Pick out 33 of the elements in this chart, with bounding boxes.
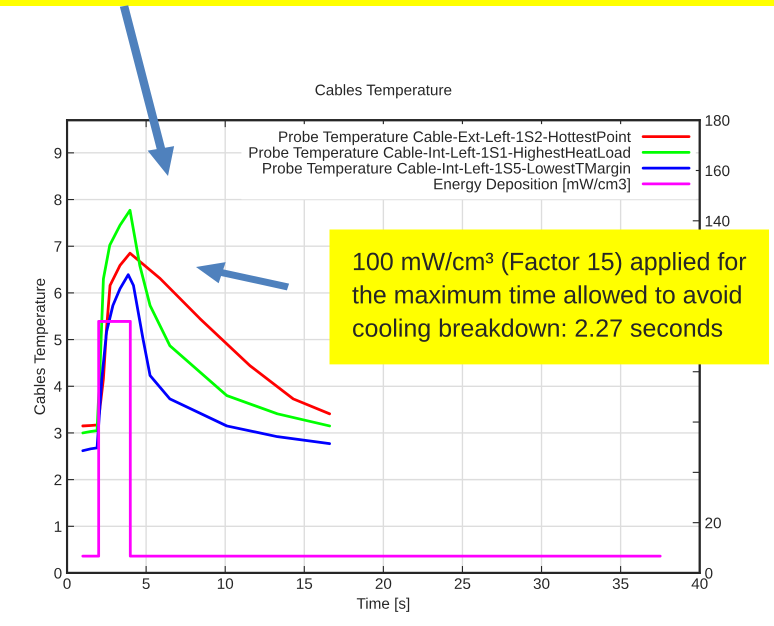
x-tick-label: 0	[63, 578, 71, 590]
y2-tick-label: 0	[705, 568, 712, 579]
y-tick-label: 7	[54, 241, 62, 252]
x-tick-label: 5	[142, 578, 150, 590]
y-tick-label: 4	[54, 381, 62, 392]
chart-title: Cables Temperature	[315, 84, 452, 98]
x-tick-label: 25	[454, 578, 470, 590]
x-tick-label: 15	[296, 578, 312, 590]
y-tick-label: 6	[54, 288, 62, 299]
x-axis-title: Time [s]	[356, 598, 410, 612]
legend-label: Probe Temperature Cable-Int-Left-1S1-HighestHeatLoad	[250, 146, 630, 161]
y-axis-title: Cables Temperature	[34, 278, 48, 414]
y2-tick-label: 160	[706, 165, 730, 176]
y-tick-label: 5	[54, 334, 62, 346]
x-tick-label: 40	[692, 578, 708, 590]
y-tick-label: 1	[54, 521, 62, 532]
x-tick-label: 30	[534, 578, 550, 590]
line-series	[81, 273, 331, 452]
legend-label: Probe Temperature Cable-Ext-Left-1S2-HottestPoint	[279, 130, 631, 146]
y-tick-label: 8	[54, 194, 62, 206]
legend-label: Energy Deposition [mW/cm3]	[434, 178, 630, 192]
x-tick-label: 10	[218, 578, 234, 590]
y-tick-label: 3	[54, 428, 62, 439]
y2-tick-label: 20	[705, 518, 721, 528]
y-tick-label: 0	[54, 568, 62, 579]
y-tick-label: 2	[54, 474, 62, 486]
x-tick-label: 20	[376, 578, 392, 590]
legend-label: Probe Temperature Cable-Int-Left-1S5-LowestTMargin	[263, 162, 630, 177]
x-tick-label: 35	[612, 578, 628, 590]
y-tick-label: 9	[54, 148, 62, 159]
y2-tick-label: 140	[706, 216, 730, 226]
annotation: 100 mW/cm³ (Factor 15) applied for the maximum time allowed to avoid cooling breakdown: 2.27 seconds	[352, 252, 746, 342]
y2-tick-label: 180	[706, 115, 730, 126]
